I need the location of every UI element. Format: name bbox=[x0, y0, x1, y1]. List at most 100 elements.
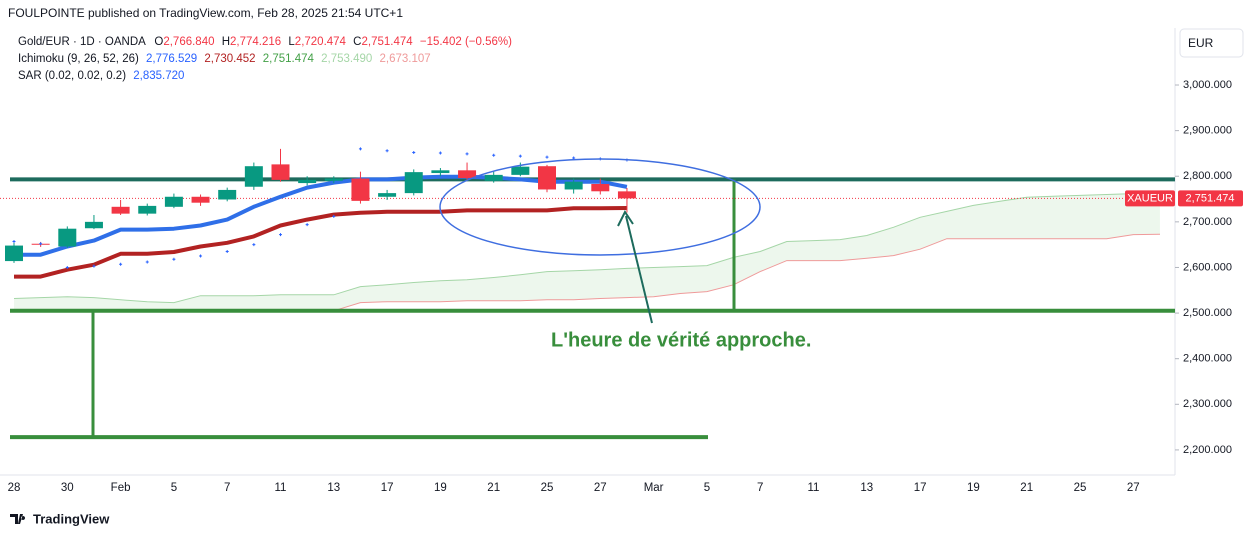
x-tick-label: 19 bbox=[434, 482, 447, 494]
x-tick-label: 13 bbox=[860, 482, 873, 494]
sar-point bbox=[92, 264, 96, 268]
indicator-value: 2,835.720 bbox=[133, 70, 184, 82]
candle-body bbox=[431, 170, 450, 174]
header: FOULPOINTE published on TradingView.com,… bbox=[8, 6, 403, 20]
x-tick-label: 5 bbox=[704, 482, 710, 494]
currency[interactable]: EUR bbox=[1188, 36, 1214, 50]
indicator-label: SAR (0.02, 0.02, 0.2) bbox=[18, 70, 126, 82]
indicator-line bbox=[14, 174, 628, 257]
highlight-ellipse bbox=[439, 158, 761, 256]
sar-point bbox=[145, 260, 149, 264]
x-tick-label: 27 bbox=[1127, 482, 1140, 494]
annotation: L'heure de vérité approche. bbox=[551, 329, 811, 351]
candle-body bbox=[564, 181, 583, 190]
footer: TradingView bbox=[33, 511, 110, 526]
candle-body bbox=[84, 221, 103, 229]
plot: 2,200.000 2,300.000 2,400.000 2,500.000 2,60… bbox=[0, 79, 1243, 494]
symbol-tag: XAUEUR bbox=[1127, 192, 1173, 204]
indicator-value: 2,753.490 bbox=[321, 53, 372, 65]
cloud bbox=[14, 193, 1160, 311]
x-tick-label: Feb bbox=[111, 482, 131, 494]
logo-icon bbox=[10, 514, 26, 524]
x-tick-label: 11 bbox=[275, 482, 287, 494]
ohlc-key: C bbox=[353, 36, 361, 48]
candle-body bbox=[324, 178, 343, 181]
y-tick-label: 2,300.000 bbox=[1183, 398, 1232, 410]
candle-body bbox=[218, 189, 237, 200]
last-price-tag-bg bbox=[1178, 190, 1243, 207]
arrow-head bbox=[617, 210, 634, 227]
sar-point bbox=[518, 154, 522, 158]
symbol: Gold/EUR · 1D · OANDA bbox=[18, 36, 146, 48]
candle-body bbox=[484, 174, 503, 181]
symbol-tag-bg bbox=[1125, 190, 1175, 207]
sar-point bbox=[199, 254, 203, 258]
y-tick-label: 2,400.000 bbox=[1183, 353, 1232, 365]
sar-point bbox=[65, 265, 69, 269]
indicator-value: 2,730.452 bbox=[204, 53, 255, 65]
ohlc-value: 2,720.474 bbox=[295, 36, 347, 48]
sar-point bbox=[252, 243, 256, 247]
x-tick-label: 28 bbox=[8, 482, 21, 494]
indicator-label: Ichimoku (9, 26, 52, 26) bbox=[18, 53, 139, 65]
currency-button[interactable] bbox=[1179, 28, 1244, 58]
x-tick-label: 17 bbox=[914, 482, 927, 494]
candle-body bbox=[5, 245, 23, 262]
x-tick-label: 7 bbox=[224, 482, 230, 494]
indicator-value: 2,673.107 bbox=[380, 53, 431, 65]
y-tick-label: 2,600.000 bbox=[1183, 261, 1232, 273]
x-tick-label: 17 bbox=[381, 482, 394, 494]
sar-point bbox=[12, 239, 16, 243]
ohlc-value: 2,751.474 bbox=[361, 36, 413, 48]
candle-body bbox=[617, 191, 636, 199]
cloud-edge bbox=[13, 192, 1161, 304]
sar-point bbox=[358, 147, 362, 151]
sar-point bbox=[332, 214, 336, 218]
ohlc-key: L bbox=[288, 36, 295, 48]
candle-body bbox=[138, 205, 157, 214]
sar-point bbox=[412, 151, 416, 155]
candle-body bbox=[271, 164, 290, 180]
candle-body bbox=[591, 183, 610, 192]
ohlc-key: H bbox=[222, 36, 230, 48]
indicator-value: 2,776.529 bbox=[146, 53, 197, 65]
x-tick-label: 27 bbox=[594, 482, 607, 494]
change: −15.402 (−0.56%) bbox=[420, 36, 512, 48]
y-tick-label: 2,800.000 bbox=[1183, 170, 1232, 182]
logo: TradingView bbox=[10, 511, 110, 526]
candle-body bbox=[458, 170, 477, 179]
candle-body bbox=[164, 196, 183, 207]
sar-point bbox=[305, 223, 309, 227]
candle-body bbox=[298, 179, 317, 184]
indicator-value: 2,751.474 bbox=[263, 53, 315, 65]
sar-point bbox=[119, 262, 123, 266]
candle-body bbox=[111, 206, 130, 214]
x-tick-label: 21 bbox=[487, 482, 500, 494]
legend-symbol: Gold/EUR · 1D · OANDA O2,766.840 H2,774.… bbox=[18, 36, 512, 48]
x-tick-label: 25 bbox=[1074, 482, 1087, 494]
sar-point bbox=[545, 155, 549, 159]
sar-point bbox=[438, 151, 442, 155]
x-tick-label: 5 bbox=[171, 482, 177, 494]
candle-body bbox=[191, 196, 210, 203]
candle-body bbox=[351, 178, 370, 201]
arrow-shaft bbox=[625, 215, 653, 324]
sar-point bbox=[39, 242, 43, 246]
sar-point bbox=[465, 152, 469, 156]
candle-body bbox=[244, 166, 263, 187]
candle-body bbox=[404, 172, 423, 194]
sar-point bbox=[279, 233, 282, 237]
indicator-line bbox=[14, 206, 627, 279]
x-tick-label: Mar bbox=[644, 482, 664, 494]
y-tick-label: 3,000.000 bbox=[1183, 79, 1232, 91]
candle-body bbox=[378, 193, 397, 197]
y-tick-label: 2,700.000 bbox=[1183, 216, 1232, 228]
y-tick-label: 2,900.000 bbox=[1183, 125, 1232, 137]
sar-point bbox=[225, 250, 229, 253]
x-tick-label: 7 bbox=[757, 482, 763, 494]
sar-point bbox=[172, 257, 176, 261]
ohlc-value: 2,766.840 bbox=[163, 36, 214, 48]
sar-point bbox=[385, 149, 389, 153]
